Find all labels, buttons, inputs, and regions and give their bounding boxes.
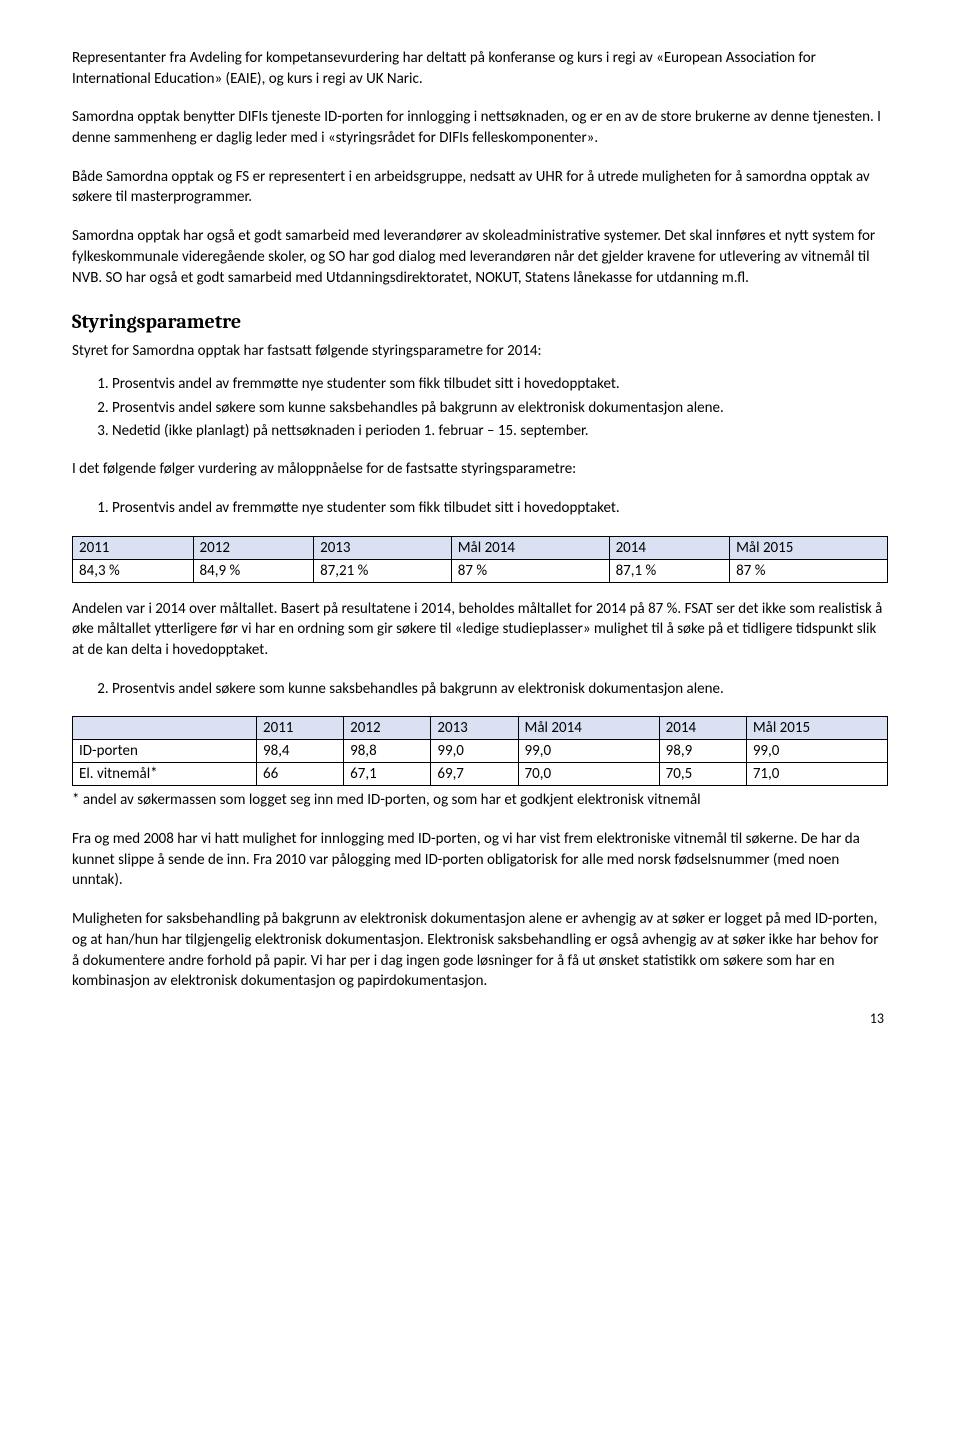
table-cell: 87,21 % [314,559,452,582]
paragraph: Fra og med 2008 har vi hatt mulighet for… [72,829,888,891]
list-item: Prosentvis andel søkere som kunne saksbe… [112,679,888,701]
table-cell: ID-porten [73,740,257,763]
table-cell: 99,0 [431,740,518,763]
table-cell: 69,7 [431,763,518,786]
table-header-row: 2011 2012 2013 Mål 2014 2014 Mål 2015 [73,536,888,559]
table-cell: 98,8 [344,740,431,763]
table-cell: 67,1 [344,763,431,786]
paragraph: Samordna opptak har også et godt samarbe… [72,226,888,288]
table-header-row: 2011 2012 2013 Mål 2014 2014 Mål 2015 [73,717,888,740]
list-item: Nedetid (ikke planlagt) på nettsøknaden … [112,421,888,443]
table-footnote: * andel av søkermassen som logget seg in… [72,790,888,811]
table-cell: 66 [256,763,343,786]
page-number: 13 [72,1010,888,1027]
table-parameter-1: 2011 2012 2013 Mål 2014 2014 Mål 2015 84… [72,536,888,583]
table-cell: 71,0 [746,763,887,786]
table-header-cell: 2012 [193,536,314,559]
table-header-cell [73,717,257,740]
table-header-cell: Mål 2015 [730,536,888,559]
document-page: Representanter fra Avdeling for kompetan… [0,0,960,1067]
table-header-cell: Mål 2014 [451,536,609,559]
table-cell: 98,4 [256,740,343,763]
table-header-cell: 2014 [659,717,746,740]
table-cell: 87,1 % [609,559,730,582]
table-cell: 84,9 % [193,559,314,582]
list-item: Prosentvis andel av fremmøtte nye studen… [112,374,888,396]
table-header-cell: 2012 [344,717,431,740]
table-cell: 70,5 [659,763,746,786]
table-cell: El. vitnemål* [73,763,257,786]
table-header-cell: Mål 2015 [746,717,887,740]
list-item: Prosentvis andel av fremmøtte nye studen… [112,498,888,520]
evaluation-list-2: Prosentvis andel søkere som kunne saksbe… [72,679,888,701]
list-item: Prosentvis andel søkere som kunne saksbe… [112,398,888,420]
paragraph: I det følgende følger vurdering av målop… [72,459,888,480]
evaluation-list-1: Prosentvis andel av fremmøtte nye studen… [72,498,888,520]
table-parameter-2: 2011 2012 2013 Mål 2014 2014 Mål 2015 ID… [72,716,888,786]
table-cell: 87 % [451,559,609,582]
table-row: El. vitnemål* 66 67,1 69,7 70,0 70,5 71,… [73,763,888,786]
section-intro: Styret for Samordna opptak har fastsatt … [72,341,888,362]
parameters-list: Prosentvis andel av fremmøtte nye studen… [72,374,888,443]
table-cell: 98,9 [659,740,746,763]
table-cell: 99,0 [746,740,887,763]
table-header-cell: 2011 [256,717,343,740]
paragraph: Både Samordna opptak og FS er represente… [72,167,888,208]
paragraph: Andelen var i 2014 over måltallet. Baser… [72,599,888,661]
table-header-cell: 2011 [73,536,194,559]
table-header-cell: Mål 2014 [518,717,659,740]
paragraph: Representanter fra Avdeling for kompetan… [72,48,888,89]
table-header-cell: 2013 [314,536,452,559]
table-cell: 99,0 [518,740,659,763]
table-header-cell: 2014 [609,536,730,559]
table-cell: 84,3 % [73,559,194,582]
table-row: ID-porten 98,4 98,8 99,0 99,0 98,9 99,0 [73,740,888,763]
paragraph: Muligheten for saksbehandling på bakgrun… [72,909,888,992]
table-cell: 87 % [730,559,888,582]
section-heading-styringsparametre: Styringsparametre [72,310,888,333]
paragraph: Samordna opptak benytter DIFIs tjeneste … [72,107,888,148]
table-cell: 70,0 [518,763,659,786]
table-header-cell: 2013 [431,717,518,740]
table-row: 84,3 % 84,9 % 87,21 % 87 % 87,1 % 87 % [73,559,888,582]
